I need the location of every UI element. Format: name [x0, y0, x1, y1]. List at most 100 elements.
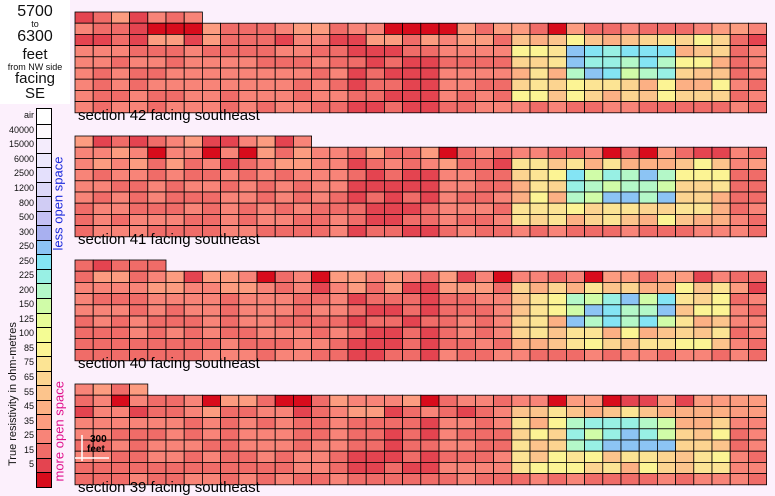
resistivity-cell [729, 225, 749, 238]
resistivity-cell [493, 270, 513, 283]
resistivity-cell [420, 146, 440, 159]
resistivity-cell [292, 67, 312, 80]
resistivity-cell [129, 315, 149, 328]
resistivity-cell [402, 157, 422, 170]
resistivity-cell [256, 78, 276, 91]
resistivity-cell [511, 439, 531, 452]
resistivity-cell [365, 202, 385, 215]
resistivity-cell [584, 439, 604, 452]
resistivity-cell [438, 349, 458, 362]
resistivity-cell [729, 304, 749, 317]
resistivity-cell [165, 169, 185, 182]
resistivity-cell [711, 405, 731, 418]
resistivity-cell [365, 33, 385, 46]
resistivity-cell [493, 78, 513, 91]
resistivity-cell [238, 214, 258, 227]
resistivity-cell [748, 169, 768, 182]
resistivity-cell [675, 394, 695, 407]
resistivity-cell [147, 135, 167, 148]
resistivity-cell [438, 214, 458, 227]
resistivity-cell [147, 11, 167, 24]
resistivity-cell [402, 202, 422, 215]
resistivity-cell [438, 22, 458, 35]
resistivity-cell [529, 281, 549, 294]
resistivity-cell [711, 439, 731, 452]
resistivity-cell [657, 180, 677, 193]
resistivity-cell [456, 439, 476, 452]
resistivity-cell [129, 202, 149, 215]
resistivity-cell [111, 293, 131, 306]
resistivity-cell [711, 157, 731, 170]
resistivity-cell [347, 349, 367, 362]
resistivity-cell [420, 78, 440, 91]
resistivity-cell [493, 191, 513, 204]
resistivity-cell [274, 473, 294, 486]
resistivity-cell [402, 225, 422, 238]
resistivity-cell [165, 56, 185, 69]
resistivity-cell [274, 169, 294, 182]
resistivity-cell [547, 304, 567, 317]
resistivity-cell [565, 462, 585, 475]
resistivity-cell [657, 202, 677, 215]
resistivity-cell [620, 417, 640, 430]
resistivity-cell [620, 22, 640, 35]
resistivity-cell [129, 338, 149, 351]
resistivity-cell [511, 214, 531, 227]
resistivity-cell [220, 293, 240, 306]
resistivity-cell [292, 394, 312, 407]
resistivity-cell [602, 45, 622, 58]
resistivity-cell [202, 338, 222, 351]
resistivity-cell [365, 349, 385, 362]
resistivity-cell [111, 281, 131, 294]
resistivity-cell [438, 78, 458, 91]
reference-side: from NW side [7, 62, 63, 72]
resistivity-cell [511, 304, 531, 317]
resistivity-cell [711, 281, 731, 294]
facing-word: facing [14, 70, 56, 87]
resistivity-cell [147, 304, 167, 317]
resistivity-cell [238, 56, 258, 69]
resistivity-cell [693, 304, 713, 317]
resistivity-cell [111, 304, 131, 317]
legend-swatch [37, 283, 51, 298]
resistivity-cell [729, 439, 749, 452]
resistivity-cell [693, 214, 713, 227]
resistivity-cell [638, 67, 658, 80]
resistivity-cell [129, 293, 149, 306]
resistivity-cell [729, 326, 749, 339]
resistivity-cell [565, 45, 585, 58]
resistivity-cell [238, 157, 258, 170]
resistivity-cell [183, 439, 203, 452]
resistivity-cell [675, 225, 695, 238]
resistivity-cell [129, 405, 149, 418]
resistivity-cell [92, 191, 112, 204]
resistivity-cell [147, 157, 167, 170]
resistivity-cell [329, 270, 349, 283]
resistivity-cell [74, 56, 94, 69]
resistivity-cell [111, 45, 131, 58]
resistivity-cell [183, 450, 203, 463]
resistivity-cell [474, 157, 494, 170]
resistivity-cell [202, 78, 222, 91]
resistivity-cell [129, 11, 149, 24]
resistivity-cell [420, 56, 440, 69]
resistivity-cell [92, 383, 112, 396]
resistivity-cell [129, 90, 149, 103]
resistivity-cell [292, 101, 312, 114]
resistivity-cell [638, 202, 658, 215]
resistivity-cell [456, 349, 476, 362]
resistivity-cell [529, 90, 549, 103]
resistivity-cell [292, 78, 312, 91]
resistivity-cell [729, 67, 749, 80]
resistivity-cell [675, 439, 695, 452]
resistivity-cell [365, 405, 385, 418]
resistivity-cell [402, 56, 422, 69]
resistivity-cell [711, 101, 731, 114]
resistivity-cell [383, 417, 403, 430]
resistivity-cell [165, 462, 185, 475]
resistivity-cell [657, 293, 677, 306]
resistivity-cell [183, 405, 203, 418]
resistivity-cell [365, 214, 385, 227]
resistivity-cell [456, 22, 476, 35]
resistivity-cell [147, 90, 167, 103]
